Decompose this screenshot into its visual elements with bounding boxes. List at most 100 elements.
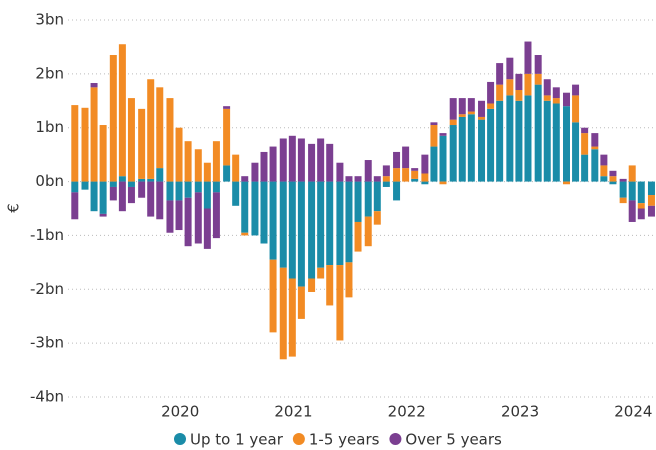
bar-segment <box>223 108 231 166</box>
bar-segment <box>99 213 107 217</box>
bar-segment <box>591 149 599 182</box>
bar-segment <box>430 122 438 126</box>
bar-segment <box>109 181 117 187</box>
bar-segment <box>458 116 466 182</box>
bar-segment <box>90 87 98 182</box>
x-tick-label: 2023 <box>501 403 539 421</box>
bar-segment <box>373 181 381 212</box>
bar-segment <box>637 203 645 209</box>
bar-segment <box>496 84 504 101</box>
bar-segment <box>297 181 305 287</box>
bar-segment <box>232 181 240 206</box>
bar-segment <box>487 103 495 109</box>
bar-segment <box>147 178 155 182</box>
legend-marker <box>389 433 402 445</box>
bar-segment <box>552 98 560 104</box>
bar-segment <box>430 125 438 147</box>
bar-segment <box>411 178 419 182</box>
bar-segment <box>279 138 287 182</box>
bar-segment <box>260 181 268 244</box>
bar-segment <box>317 181 325 268</box>
bar-segment <box>184 197 192 247</box>
bar-segment <box>382 165 390 177</box>
bar-segment <box>147 181 155 217</box>
bar-segment <box>487 108 495 182</box>
bar-segment <box>147 79 155 179</box>
bar-segment <box>118 181 126 212</box>
bar-segment <box>109 186 117 201</box>
bar-segment <box>628 181 636 201</box>
bar-segment <box>478 100 486 117</box>
bar-segment <box>393 168 401 182</box>
bar-segment <box>251 162 259 182</box>
bar-segment <box>534 73 542 85</box>
bar-segment <box>90 181 98 212</box>
bar-segment <box>81 107 89 182</box>
bar-segment <box>71 181 79 193</box>
bar-segment <box>166 200 174 233</box>
bar-segment <box>609 181 617 185</box>
bar-segment <box>619 181 627 198</box>
bar-segment <box>127 98 135 182</box>
bar-segment <box>184 181 192 198</box>
bar-segment <box>506 57 514 80</box>
bar-segment <box>591 146 599 150</box>
bar-segment <box>127 186 135 204</box>
bar-segment <box>562 92 570 107</box>
bar-segment <box>364 181 372 217</box>
bar-segment <box>156 181 164 220</box>
bar-segment <box>467 98 475 112</box>
bar-segment <box>156 87 164 169</box>
bar-segment <box>581 133 589 155</box>
bar-segment <box>81 181 89 190</box>
bar-segment <box>543 95 551 101</box>
y-tick-label: 3bn <box>35 11 64 29</box>
y-tick-label: -3bn <box>30 334 64 352</box>
bar-segment <box>364 216 372 247</box>
bar-segment <box>524 41 532 74</box>
bar-segment <box>382 181 390 187</box>
bar-segment <box>552 87 560 99</box>
bar-segment <box>203 208 211 249</box>
bar-segment <box>288 278 296 357</box>
bar-segment <box>251 181 259 236</box>
bar-segment <box>515 100 523 182</box>
bar-segment <box>572 95 580 123</box>
bar-segment <box>223 106 231 109</box>
bar-segment <box>439 133 447 136</box>
bar-segment <box>515 90 523 101</box>
bar-segment <box>637 208 645 220</box>
bar-segment <box>364 160 372 182</box>
bar-segment <box>269 146 277 182</box>
y-tick-label: -1bn <box>30 226 64 244</box>
bar-segment <box>260 151 268 182</box>
bar-segment <box>449 119 457 126</box>
y-tick-label: 0bn <box>35 172 64 190</box>
bar-segment <box>458 114 466 117</box>
bar-segment <box>317 267 325 279</box>
bar-segment <box>628 200 636 222</box>
bar-segment <box>175 200 183 231</box>
bar-segment <box>156 168 164 182</box>
bar-segment <box>619 178 627 182</box>
bar-segment <box>515 73 523 91</box>
bar-segment <box>279 267 287 360</box>
bar-segment <box>308 181 316 279</box>
legend-marker <box>292 433 305 445</box>
bar-segment <box>506 79 514 96</box>
bar-segment <box>600 154 608 166</box>
bar-segment <box>354 181 362 222</box>
bar-segment <box>609 176 617 182</box>
bar-segment <box>393 151 401 169</box>
legend-label: Over 5 years <box>405 431 502 449</box>
bar-segment <box>411 168 419 171</box>
bar-segment <box>99 181 107 214</box>
bar-segment <box>194 181 202 193</box>
bar-segment <box>345 176 353 182</box>
bar-segment <box>241 232 249 236</box>
bar-segment <box>600 165 608 177</box>
bar-segment <box>203 162 211 182</box>
bar-segment <box>345 181 353 263</box>
bar-segment <box>166 98 174 182</box>
